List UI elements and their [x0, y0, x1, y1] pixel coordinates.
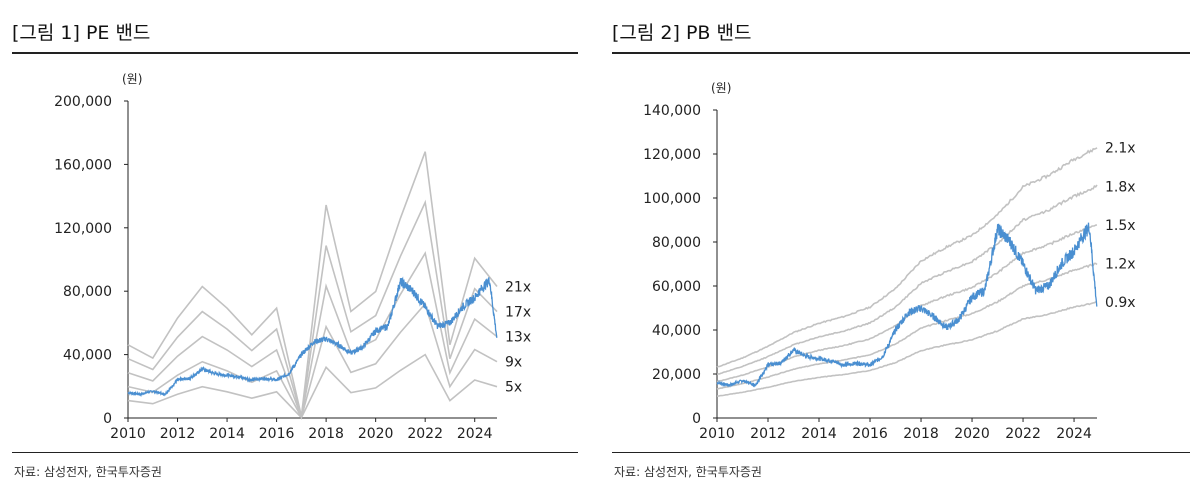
unit-label: (원): [122, 72, 142, 86]
band-line: [127, 199, 498, 417]
x-tick-label: 2010: [699, 426, 735, 442]
x-tick-label: 2016: [852, 426, 888, 442]
source-rule: [12, 452, 578, 453]
y-tick-label: 60,000: [652, 279, 701, 295]
y-tick-label: 40,000: [652, 323, 701, 339]
y-tick-label: 20,000: [652, 367, 701, 383]
y-tick-label: 100,000: [643, 191, 701, 207]
price-line: [716, 222, 1098, 388]
y-tick-label: 0: [692, 411, 701, 427]
x-tick-label: 2020: [954, 426, 990, 442]
y-tick-label: 120,000: [643, 147, 701, 163]
band-label: 13x: [505, 330, 531, 346]
chart-title: [그림 2] PB 밴드: [612, 22, 752, 44]
x-tick-label: 2012: [160, 426, 196, 442]
band-line: [127, 251, 498, 420]
band-line: [127, 353, 498, 419]
price-line: [127, 276, 498, 398]
band-line: [127, 151, 498, 417]
y-tick-label: 120,000: [54, 221, 112, 237]
band-label: 21x: [505, 280, 531, 296]
band-label: 9x: [505, 355, 522, 371]
band-line: [127, 302, 498, 420]
chart-title: [그림 1] PE 밴드: [12, 22, 151, 44]
x-tick-label: 2024: [457, 426, 493, 442]
x-tick-label: 2010: [110, 426, 146, 442]
band-label: 1.8x: [1105, 179, 1136, 195]
x-tick-label: 2024: [1056, 426, 1092, 442]
band-line: [716, 147, 1098, 368]
y-tick-label: 200,000: [54, 94, 112, 110]
x-tick-label: 2016: [259, 426, 295, 442]
x-tick-label: 2012: [750, 426, 786, 442]
x-tick-label: 2022: [407, 426, 443, 442]
x-tick-label: 2014: [209, 426, 245, 442]
pb-band-panel: [그림 2] PB 밴드 (원) 0 20,000 40,000 60,000 80,00…: [600, 0, 1198, 488]
x-tick-label: 2022: [1005, 426, 1041, 442]
title-rule: [12, 52, 578, 54]
y-tick-label: 140,000: [643, 103, 701, 119]
pb-band-chart: (원) 0 20,000 40,000 60,000 80,000 100,000 120,0…: [643, 81, 1136, 442]
band-label: 1.5x: [1105, 218, 1136, 234]
x-tick-label: 2014: [801, 426, 837, 442]
x-tick-label: 2018: [308, 426, 344, 442]
source-note: 자료: 삼성전자, 한국투자증권: [14, 465, 162, 479]
band-label: 2.1x: [1105, 141, 1136, 157]
y-tick-label: 160,000: [54, 157, 112, 173]
source-rule: [612, 452, 1190, 453]
band-line: [716, 224, 1098, 383]
pe-band-panel: [그림 1] PE 밴드 (원) 0 40,000 80,000 120,000 160,…: [0, 0, 580, 488]
source-note: 자료: 삼성전자, 한국투자증권: [614, 465, 762, 479]
band-label: 0.9x: [1105, 295, 1136, 311]
x-tick-label: 2018: [903, 426, 939, 442]
band-line: [716, 262, 1098, 390]
band-label: 17x: [505, 305, 531, 321]
unit-label: (원): [711, 81, 731, 95]
x-tick-label: 2020: [358, 426, 394, 442]
y-tick-label: 80,000: [63, 284, 112, 300]
band-label: 1.2x: [1105, 257, 1136, 273]
y-tick-label: 80,000: [652, 235, 701, 251]
y-tick-label: 0: [103, 411, 112, 427]
title-rule: [612, 52, 1190, 54]
band-line: [716, 184, 1098, 376]
band-line: [717, 301, 1098, 397]
pe-band-chart: (원) 0 40,000 80,000 120,000 160,000 200,000 201…: [54, 72, 531, 442]
y-tick-label: 40,000: [63, 348, 112, 364]
band-label: 5x: [505, 380, 522, 396]
